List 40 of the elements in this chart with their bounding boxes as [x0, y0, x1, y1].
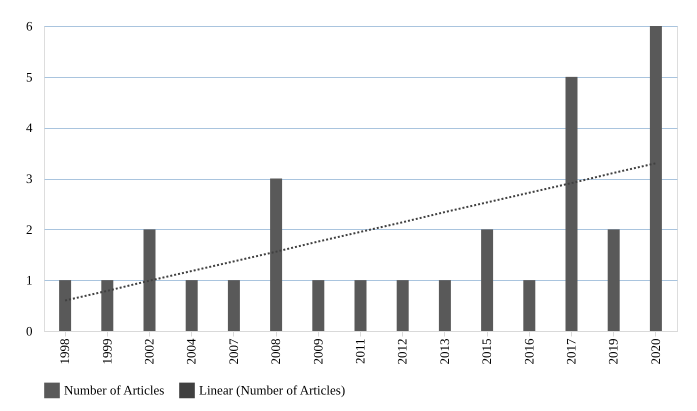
y-tick-label: 6 — [26, 18, 33, 34]
bar — [312, 280, 324, 331]
bar — [101, 280, 114, 331]
bar — [144, 229, 156, 331]
bar — [566, 76, 578, 331]
x-tick-label: 2011 — [352, 338, 368, 364]
x-tick-label: 1998 — [57, 338, 72, 364]
x-tick-label: 2008 — [268, 338, 284, 364]
x-tick-label: 2017 — [564, 338, 578, 364]
y-tick-label: 0 — [26, 324, 32, 338]
x-tick-label: 2009 — [310, 338, 326, 364]
y-tick-label: 5 — [26, 69, 32, 84]
bar — [270, 178, 282, 331]
x-tick-label: 1999 — [99, 338, 114, 364]
x-tick-label: 2012 — [394, 338, 410, 364]
y-tick-label: 3 — [26, 171, 32, 186]
x-tick-label: 2016 — [521, 338, 536, 364]
bar — [523, 280, 536, 331]
x-tick-label: 2020 — [648, 338, 663, 364]
x-tick-label: 2007 — [226, 338, 241, 364]
bar — [438, 280, 451, 331]
bar — [608, 229, 620, 331]
x-tick-label: 2002 — [142, 338, 156, 364]
legend-label: Number of Articles — [64, 382, 164, 398]
x-tick-label: 2004 — [184, 338, 199, 364]
bar — [481, 229, 494, 331]
line-series — [64, 162, 657, 302]
bar — [228, 280, 240, 331]
x-tick-label: 2015 — [479, 338, 494, 364]
bar — [186, 280, 198, 331]
bar — [396, 280, 409, 331]
y-tick-label: 1 — [26, 272, 32, 288]
y-tick-label: 4 — [26, 120, 33, 136]
bar — [650, 26, 662, 331]
x-tick-label: 2019 — [606, 338, 621, 364]
legend-label: Linear (Number of Articles) — [199, 382, 346, 398]
bar — [354, 280, 366, 331]
y-tick-label: 2 — [26, 222, 32, 237]
x-tick-label: 2013 — [436, 338, 452, 364]
bar — [59, 280, 72, 331]
